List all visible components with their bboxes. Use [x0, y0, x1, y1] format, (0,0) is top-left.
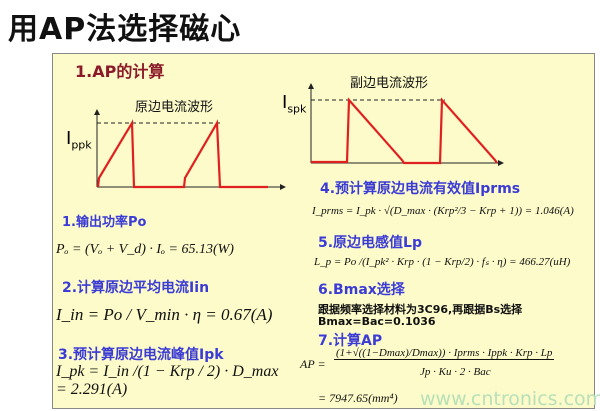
- formula-peak-current: I_pk = I_in /(1 − Krp / 2) · D_max = 2.2…: [56, 363, 279, 398]
- ap-result: = 7947.65(mm⁴): [318, 391, 398, 405]
- formula-avg-current: I_in = Po / V_min · η = 0.67(A): [56, 305, 273, 324]
- section-avg-current: 2.计算原边平均电流Iin: [62, 280, 210, 296]
- section-ap: 7.计算AP: [318, 333, 383, 349]
- ippk-symbol: I: [66, 128, 72, 149]
- section-peak-current: 3.预计算原边电流峰值Ipk: [58, 347, 224, 363]
- ap-numerator: (1+√((1−Dmax)/Dmax)) · Iprms · Ippk · Kr…: [334, 347, 555, 360]
- ispk-sub: spk: [287, 102, 307, 116]
- content-panel: [52, 53, 595, 409]
- ap-denominator: Jp · Ku · 2 · Bac: [420, 366, 491, 378]
- section-output-power: 1.输出功率Po: [62, 215, 147, 230]
- bmax-value: Bmax=Bac=0.1036: [318, 315, 436, 328]
- section-bmax: 6.Bmax选择: [318, 282, 405, 298]
- section-heading: 1.AP的计算: [75, 62, 165, 81]
- ap-lhs: AP =: [300, 357, 326, 371]
- secondary-wave-title: 副边电流波形: [350, 76, 429, 91]
- page-title: 用AP法选择磁心: [8, 12, 242, 47]
- primary-wave-title: 原边电流波形: [135, 100, 214, 115]
- secondary-current-trace: [311, 97, 498, 165]
- primary-waveform: [94, 109, 286, 190]
- watermark: www.cntronics.com: [420, 388, 600, 410]
- formula-inductance: L_p = Po /(I_pk² · Krp · (1 − Krp/2) · f…: [314, 256, 571, 268]
- formula-rms-current: I_prms = I_pk · √(D_max · (Krp²/3 − Krp …: [312, 205, 574, 217]
- secondary-waveform: [308, 83, 504, 166]
- section-rms-current: 4.预计算原边电流有效值Iprms: [320, 181, 521, 197]
- ispk-label: Ispk: [282, 92, 306, 116]
- primary-current-trace: [96, 119, 268, 189]
- ippk-sub: ppk: [71, 138, 92, 152]
- ispk-symbol: I: [282, 92, 288, 113]
- section-inductance: 5.原边电感值Lp: [318, 235, 423, 251]
- bmax-note: 跟据频率选择材料为3C96,再跟据Bs选择: [318, 303, 523, 316]
- formula-output-power: Pₒ = (Vₒ + V_d) · Iₒ = 65.13(W): [56, 242, 234, 257]
- ippk-label: Ippk: [66, 128, 92, 152]
